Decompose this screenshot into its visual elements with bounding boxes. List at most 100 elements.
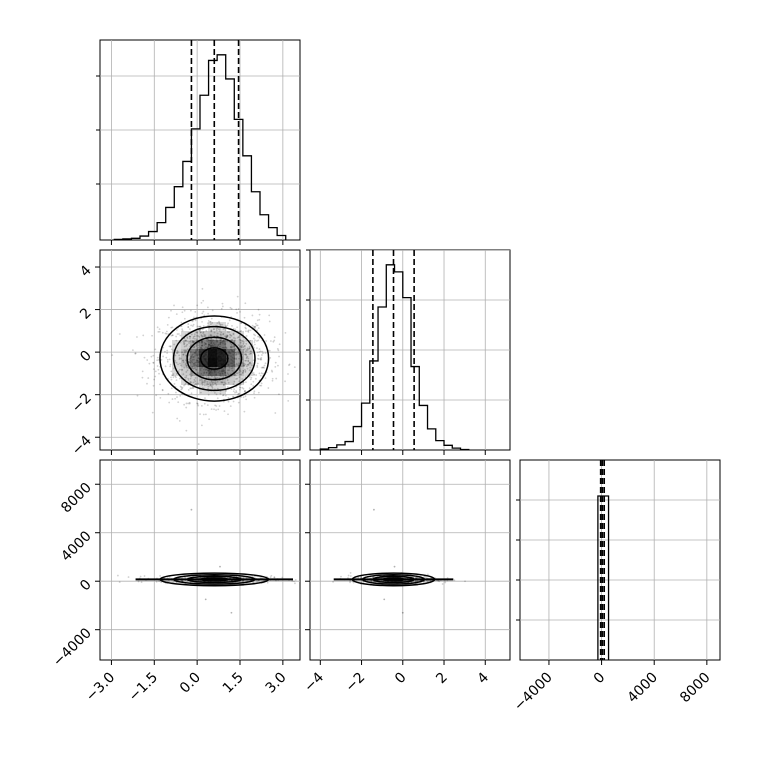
scatter-point <box>229 405 232 408</box>
scatter-point <box>210 330 213 333</box>
scatter-point <box>204 342 207 345</box>
xtick-label-scatter-param0-param2-0: −3.0 <box>83 670 118 705</box>
scatter-point <box>256 340 258 342</box>
scatter-point <box>294 582 296 585</box>
scatter-point <box>191 367 194 369</box>
scatter-point <box>222 333 224 336</box>
scatter-point <box>203 384 206 387</box>
scatter-point <box>186 348 189 351</box>
scatter-point <box>234 353 237 356</box>
scatter-point <box>184 351 186 354</box>
scatter-point <box>237 308 240 310</box>
scatter-point <box>169 365 171 368</box>
scatter-point <box>192 356 195 359</box>
scatter-point <box>258 579 260 582</box>
scatter-point <box>235 353 238 356</box>
scatter-point <box>273 336 276 339</box>
scatter-point <box>245 359 248 362</box>
scatter-point <box>183 403 186 406</box>
density-bin <box>199 367 208 376</box>
scatter-point <box>162 355 165 358</box>
scatter-point <box>270 574 273 577</box>
scatter-point <box>170 334 173 337</box>
scatter-point <box>152 368 155 371</box>
scatter-point <box>188 358 191 361</box>
scatter-point <box>225 336 228 339</box>
scatter-point <box>265 340 268 342</box>
scatter-point <box>249 329 252 332</box>
scatter-point <box>207 312 210 315</box>
scatter-point <box>260 366 263 369</box>
scatter-point <box>190 392 193 395</box>
scatter-point <box>194 337 196 340</box>
scatter-point <box>244 390 246 393</box>
scatter-point <box>263 367 266 369</box>
scatter-point <box>272 340 275 343</box>
scatter-point <box>229 334 232 337</box>
scatter-point <box>192 323 195 326</box>
scatter-point <box>240 346 243 349</box>
scatter-point <box>245 381 247 384</box>
scatter-point <box>182 373 185 376</box>
scatter-point <box>231 369 234 372</box>
scatter-point <box>214 377 217 380</box>
scatter-point <box>239 386 242 389</box>
scatter-point <box>187 389 190 391</box>
scatter-point <box>241 344 243 347</box>
scatter-point <box>171 334 174 337</box>
scatter-point <box>189 351 192 353</box>
scatter-point <box>181 329 184 332</box>
scatter-point <box>242 370 245 372</box>
scatter-point <box>173 383 176 385</box>
scatter-point <box>256 324 259 327</box>
ytick-label-scatter-param0-param2-3: −4000 <box>50 625 95 670</box>
scatter-point <box>175 361 178 364</box>
scatter-point <box>184 383 187 386</box>
scatter-point <box>203 381 206 384</box>
scatter-point <box>185 382 187 385</box>
scatter-point <box>288 363 291 366</box>
xtick-label-hist-param2-3: 8000 <box>677 670 714 707</box>
scatter-point <box>155 394 158 397</box>
scatter-point <box>238 357 240 360</box>
scatter-point <box>197 371 199 374</box>
scatter-point <box>204 413 207 416</box>
scatter-point <box>190 381 193 384</box>
scatter-point <box>156 356 159 359</box>
scatter-point <box>171 334 174 337</box>
ytick-label-scatter-param0-param1-1: 2 <box>77 305 95 323</box>
scatter-point <box>239 310 241 313</box>
scatter-point <box>210 338 213 341</box>
scatter-point <box>248 362 251 365</box>
scatter-point <box>147 377 150 379</box>
scatter-point <box>238 345 241 348</box>
scatter-point <box>215 329 218 332</box>
scatter-point <box>243 365 245 367</box>
scatter-point <box>183 343 185 346</box>
scatter-point <box>464 580 466 583</box>
scatter-point <box>187 360 190 363</box>
scatter-point <box>185 366 188 369</box>
scatter-point <box>142 334 145 337</box>
scatter-point <box>195 369 198 371</box>
scatter-point <box>197 346 200 349</box>
scatter-point <box>211 387 214 389</box>
scatter-point <box>180 364 182 367</box>
scatter-point <box>209 320 212 323</box>
scatter-point <box>262 366 265 369</box>
scatter-point <box>234 328 237 331</box>
scatter-point <box>160 581 163 584</box>
scatter-point <box>189 377 192 380</box>
scatter-point <box>200 347 203 349</box>
scatter-point <box>247 360 250 362</box>
scatter-point <box>232 383 235 386</box>
scatter-point <box>249 366 252 369</box>
scatter-point <box>206 324 209 327</box>
scatter-point <box>278 343 281 346</box>
scatter-point <box>188 328 191 330</box>
scatter-point <box>177 370 180 373</box>
scatter-point <box>247 363 250 366</box>
scatter-point <box>228 331 231 334</box>
scatter-point <box>201 380 203 382</box>
